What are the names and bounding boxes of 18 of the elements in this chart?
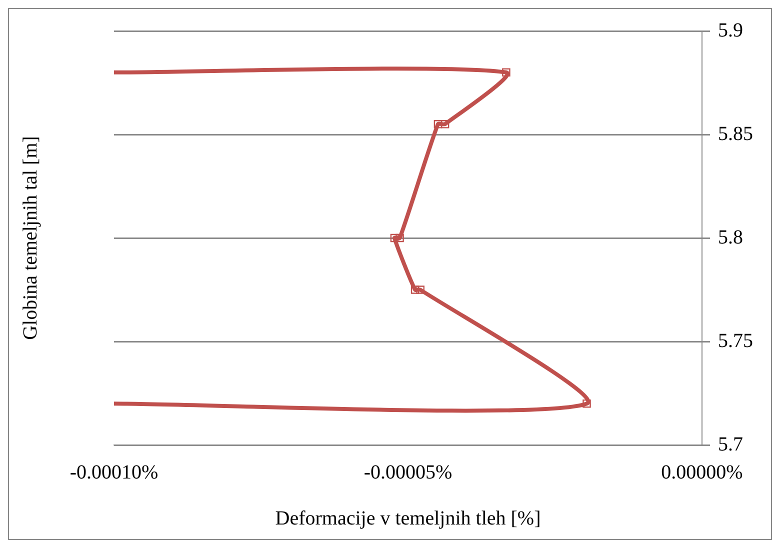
y-tick-label: 5.85 <box>718 122 753 145</box>
y-tick-label: 5.9 <box>718 19 743 42</box>
x-tick-label: 0.00000% <box>661 461 743 484</box>
x-axis-title: Deformacije v temeljnih tleh [%] <box>275 507 541 530</box>
point <box>416 286 424 294</box>
y-axis-title: Globina temeljnih tal [m] <box>19 136 42 340</box>
point <box>410 286 420 294</box>
point <box>440 120 450 128</box>
point <box>502 68 510 77</box>
point <box>390 234 399 242</box>
y-tick-label: 5.7 <box>718 433 743 456</box>
x-tick-label: -0.00005% <box>364 461 452 484</box>
x-tick-label: -0.00010% <box>70 461 158 484</box>
point <box>582 399 591 408</box>
y-tick-label: 5.8 <box>718 226 743 248</box>
y-tick-label: 5.75 <box>718 330 753 352</box>
point <box>396 234 404 242</box>
point <box>434 120 442 128</box>
